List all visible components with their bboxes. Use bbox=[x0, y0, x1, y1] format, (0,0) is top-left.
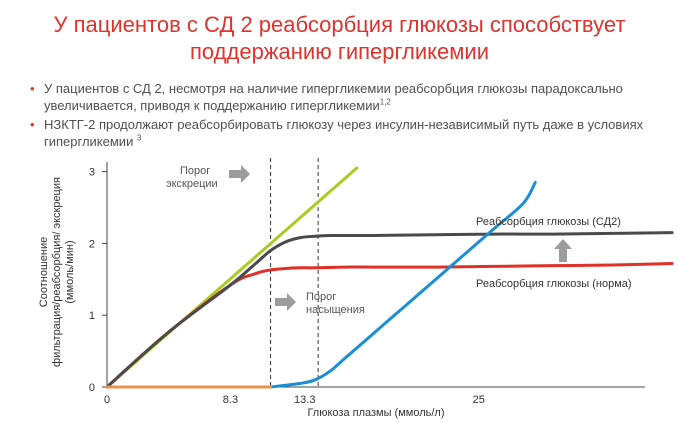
bullet-ref-1: 1,2 bbox=[379, 97, 391, 107]
y-axis-label: фильтрация/реабсорбция/ экскреция bbox=[51, 177, 63, 367]
chart-labels: Реабсорбция глюкозы (СД2) Реабсорбция глю… bbox=[476, 216, 632, 290]
saturation-threshold-label: Порог bbox=[306, 291, 336, 303]
excretion-threshold-label: экскреции bbox=[166, 178, 218, 190]
y-tick-label: 2 bbox=[89, 238, 95, 250]
saturation-threshold-label: насыщения bbox=[306, 304, 365, 316]
chart-axes: 0 1 2 3 0 8.3 13.3 25 Глюкоза плазмы (ммоль/л) Со… bbox=[38, 162, 645, 419]
bullet-marker: • bbox=[30, 117, 35, 132]
excretion-threshold-label: Порог bbox=[180, 165, 210, 177]
slide-title-line2: поддержанию гипергликемии bbox=[190, 39, 489, 64]
bullet-item-1: • У пациентов с СД 2, несмотря на наличи… bbox=[30, 80, 665, 114]
y-axis-label: (ммоль/мин) bbox=[64, 240, 76, 303]
y-tick-label: 3 bbox=[89, 167, 95, 179]
excretion-arrow-icon bbox=[229, 165, 250, 183]
x-tick-label: 25 bbox=[473, 394, 485, 406]
chart-series bbox=[105, 166, 674, 389]
series-line-reabsorption-t2d bbox=[105, 231, 674, 389]
y-axis-label: Соотношение bbox=[38, 237, 50, 307]
series-line-excretion bbox=[269, 180, 537, 389]
series-label-normal-reabsorption: Реабсорбция глюкозы (норма) bbox=[476, 278, 632, 290]
x-tick-label: 8.3 bbox=[223, 394, 238, 406]
x-tick-label: 0 bbox=[104, 394, 110, 406]
bullet-text-2: НЗКТГ-2 продолжают реабсорбировать глюко… bbox=[44, 117, 644, 149]
bullet-text-1: У пациентов с СД 2, несмотря на наличие … bbox=[44, 81, 623, 113]
bullet-item-2: • НЗКТГ-2 продолжают реабсорбировать глю… bbox=[30, 116, 665, 150]
y-tick-label: 1 bbox=[89, 310, 95, 322]
bullet-list: • У пациентов с СД 2, несмотря на наличи… bbox=[30, 80, 665, 152]
increase-arrow-icon bbox=[554, 239, 572, 262]
saturation-arrow-icon bbox=[275, 293, 296, 311]
slide-title-line1: У пациентов с СД 2 реабсорбция глюкозы с… bbox=[53, 12, 626, 37]
series-label-t2d-reabsorption: Реабсорбция глюкозы (СД2) bbox=[476, 216, 621, 228]
x-axis-label: Глюкоза плазмы (ммоль/л) bbox=[307, 407, 444, 419]
x-tick-label: 13.3 bbox=[294, 394, 315, 406]
bullet-ref-2: 3 bbox=[136, 133, 142, 143]
y-tick-label: 0 bbox=[89, 382, 95, 394]
bullet-marker: • bbox=[30, 81, 35, 96]
